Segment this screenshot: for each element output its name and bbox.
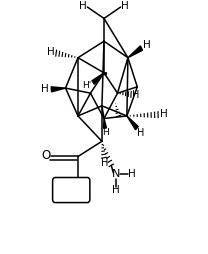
Text: H: H	[128, 169, 136, 179]
Text: H: H	[121, 1, 129, 11]
Polygon shape	[104, 118, 106, 128]
Text: s: s	[79, 185, 84, 195]
Polygon shape	[127, 116, 138, 130]
Text: H: H	[137, 128, 145, 138]
Text: A: A	[67, 185, 74, 195]
Text: H: H	[132, 90, 140, 100]
Text: H: H	[47, 47, 55, 57]
Text: H: H	[68, 193, 75, 202]
Polygon shape	[51, 87, 66, 92]
Polygon shape	[104, 73, 107, 75]
Text: о: о	[73, 185, 80, 195]
Text: H: H	[79, 1, 87, 11]
Text: H: H	[101, 158, 108, 168]
Text: H': H'	[82, 81, 91, 90]
Text: H: H	[160, 109, 168, 119]
Text: H: H	[41, 84, 49, 94]
Polygon shape	[92, 73, 104, 84]
Text: O: O	[42, 149, 51, 162]
Text: H: H	[102, 128, 109, 137]
Text: N: N	[112, 169, 121, 179]
Text: H: H	[112, 185, 120, 195]
Polygon shape	[128, 46, 142, 58]
Text: H: H	[143, 40, 151, 50]
FancyBboxPatch shape	[53, 178, 90, 203]
